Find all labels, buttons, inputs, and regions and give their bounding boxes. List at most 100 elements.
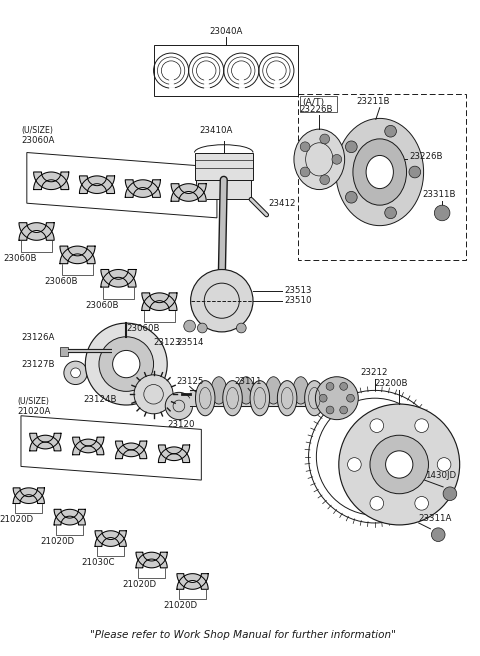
Circle shape — [237, 323, 246, 333]
Text: 23311B: 23311B — [422, 190, 456, 199]
Circle shape — [370, 497, 384, 510]
Text: 23040A: 23040A — [209, 26, 242, 35]
Text: 23124B: 23124B — [84, 395, 117, 404]
Circle shape — [71, 368, 81, 378]
Polygon shape — [158, 447, 190, 462]
Polygon shape — [34, 172, 69, 190]
Bar — [97, 543, 124, 556]
Circle shape — [346, 192, 357, 203]
Bar — [56, 521, 84, 535]
Text: 23123: 23123 — [154, 338, 181, 348]
Circle shape — [300, 167, 310, 177]
Polygon shape — [34, 172, 69, 190]
Text: 21020D: 21020D — [122, 579, 156, 588]
Circle shape — [134, 375, 173, 414]
Ellipse shape — [250, 380, 270, 416]
Circle shape — [443, 487, 457, 501]
Text: 23200B: 23200B — [374, 379, 408, 388]
Text: 23126A: 23126A — [21, 333, 54, 342]
Polygon shape — [136, 552, 167, 568]
Ellipse shape — [277, 380, 297, 416]
Text: 23120: 23120 — [167, 420, 195, 428]
Circle shape — [346, 141, 357, 153]
Polygon shape — [142, 293, 177, 310]
Polygon shape — [158, 445, 190, 461]
Ellipse shape — [353, 139, 407, 205]
Circle shape — [409, 166, 420, 178]
Text: 21020A: 21020A — [17, 407, 50, 416]
Polygon shape — [30, 433, 61, 449]
Ellipse shape — [211, 377, 227, 404]
Ellipse shape — [223, 380, 242, 416]
Text: 23410A: 23410A — [199, 126, 233, 135]
Circle shape — [99, 337, 154, 392]
Polygon shape — [142, 293, 177, 310]
Ellipse shape — [195, 380, 215, 416]
Polygon shape — [101, 270, 136, 287]
Bar — [138, 564, 165, 577]
Text: 23111: 23111 — [234, 377, 262, 386]
Bar — [300, 96, 337, 112]
Polygon shape — [54, 509, 85, 525]
Bar — [103, 283, 134, 298]
Polygon shape — [95, 531, 126, 546]
Polygon shape — [54, 509, 85, 525]
Polygon shape — [72, 439, 104, 455]
Circle shape — [332, 154, 342, 164]
Circle shape — [64, 361, 87, 384]
Text: 21030C: 21030C — [82, 558, 115, 567]
Circle shape — [432, 528, 445, 541]
Circle shape — [370, 419, 384, 432]
Circle shape — [348, 458, 361, 471]
Text: 23211B: 23211B — [356, 96, 390, 106]
Text: 23226B: 23226B — [409, 152, 443, 161]
Circle shape — [184, 320, 195, 332]
Circle shape — [437, 458, 451, 471]
Polygon shape — [95, 531, 126, 546]
Polygon shape — [116, 443, 147, 459]
Polygon shape — [101, 270, 136, 287]
Circle shape — [197, 323, 207, 333]
Text: 23060A: 23060A — [21, 136, 54, 145]
Text: 23514: 23514 — [176, 338, 204, 347]
Polygon shape — [80, 176, 115, 194]
Text: 23060B: 23060B — [126, 324, 160, 333]
Text: 23311A: 23311A — [419, 514, 452, 523]
Text: 23125: 23125 — [176, 377, 204, 386]
Circle shape — [326, 406, 334, 414]
Ellipse shape — [305, 380, 324, 416]
Ellipse shape — [336, 118, 424, 226]
Text: 23513: 23513 — [284, 287, 312, 295]
Bar — [179, 585, 206, 599]
Ellipse shape — [265, 377, 281, 404]
Text: (U/SIZE): (U/SIZE) — [17, 397, 49, 406]
Circle shape — [339, 404, 460, 525]
Circle shape — [191, 270, 253, 332]
Text: (A/T): (A/T) — [303, 98, 325, 107]
Text: 23060B: 23060B — [85, 300, 119, 310]
Bar — [298, 94, 466, 260]
Ellipse shape — [239, 377, 254, 404]
Bar — [144, 306, 175, 322]
Polygon shape — [30, 435, 61, 451]
Text: 21020D: 21020D — [0, 515, 34, 524]
Circle shape — [415, 419, 429, 432]
Circle shape — [385, 207, 396, 218]
Bar — [62, 260, 93, 276]
Circle shape — [300, 142, 310, 152]
Text: "Please refer to Work Shop Manual for further information": "Please refer to Work Shop Manual for fu… — [90, 630, 396, 640]
Circle shape — [165, 392, 192, 420]
Circle shape — [370, 435, 429, 494]
Circle shape — [385, 451, 413, 478]
Polygon shape — [116, 441, 147, 457]
Circle shape — [415, 497, 429, 510]
Polygon shape — [177, 574, 208, 589]
Bar — [196, 180, 251, 199]
Ellipse shape — [366, 155, 394, 188]
Polygon shape — [125, 180, 160, 197]
Text: 23060B: 23060B — [3, 254, 37, 263]
Circle shape — [326, 382, 334, 390]
Polygon shape — [13, 488, 44, 503]
Circle shape — [340, 406, 348, 414]
Text: 23510: 23510 — [284, 297, 312, 305]
